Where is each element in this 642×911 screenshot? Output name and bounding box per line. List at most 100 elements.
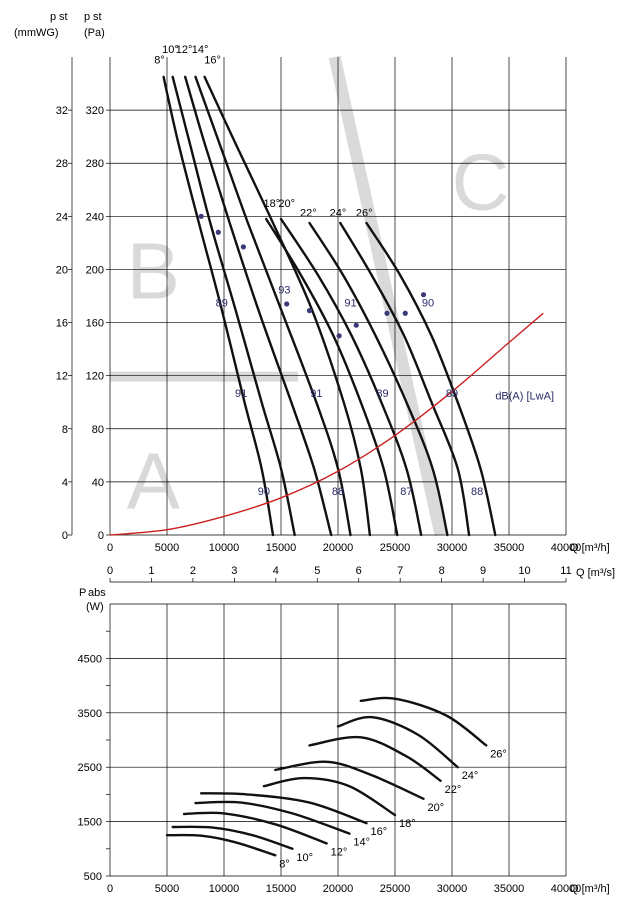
x-tick-label: 5000	[155, 883, 179, 895]
y-tick-label-pa: 280	[86, 158, 104, 170]
secondary-x-tick-label: 2	[190, 565, 196, 577]
x-tick-label: 35000	[494, 883, 525, 895]
blade-angle-label: 22°	[300, 207, 317, 219]
blade-angle-label: 10°	[162, 44, 179, 56]
blade-angle-label: 24°	[330, 207, 347, 219]
y-tick-label-mmwg: 24	[56, 211, 68, 223]
y-axis-symbol-mmwg: p	[50, 11, 56, 23]
secondary-x-tick-label: 0	[107, 565, 113, 577]
y-axis-unit-pa: (Pa)	[84, 27, 105, 39]
fan-curve-22deg	[308, 221, 449, 537]
blade-angle-label: 8°	[154, 55, 165, 67]
y-axis-symbol: P	[79, 587, 86, 599]
x-tick-label: 40000	[551, 542, 582, 554]
power-curve-label: 8°	[279, 858, 290, 870]
top-chart-curves	[109, 75, 544, 537]
y-tick-label-mmwg: 28	[56, 158, 68, 170]
y-axis-unit: (W)	[86, 601, 104, 613]
top-chart-labels: 0 5000 10000 15000 20000 25000 30000 35000 40000…	[14, 11, 615, 579]
x-tick-label: 15000	[266, 883, 297, 895]
x-tick-label: 10000	[209, 542, 240, 554]
blade-angle-label: 12°	[176, 44, 193, 56]
y-tick-label-mmwg: 12	[56, 371, 68, 383]
top-chart-grid	[68, 57, 567, 583]
y-tick-label-mmwg: 0	[62, 530, 68, 542]
y-tick-label-pa: 240	[86, 211, 104, 223]
secondary-x-tick-label: 1	[148, 565, 154, 577]
efficiency-point	[420, 292, 427, 298]
x-axis-label: Q [m³/h]	[570, 883, 610, 895]
x-tick-label: 0	[107, 883, 113, 895]
region-overlay: B A C	[110, 55, 510, 537]
y-tick-label-mmwg: 4	[62, 477, 68, 489]
x-tick-label: 30000	[437, 542, 468, 554]
secondary-x-tick-label: 3	[231, 565, 237, 577]
power-curve-22deg	[308, 735, 442, 782]
efficiency-label: 87	[400, 486, 412, 498]
power-curve-label: 14°	[353, 837, 370, 849]
y-tick-label: 3500	[78, 708, 102, 720]
efficiency-label: 90	[258, 486, 270, 498]
secondary-x-tick-label: 6	[356, 565, 362, 577]
y-tick-label: 1500	[78, 817, 102, 829]
y-tick-label-mmwg: 32	[56, 105, 68, 117]
efficiency-point	[240, 244, 246, 250]
power-curve-label: 16°	[371, 826, 388, 838]
y-tick-label: 4500	[78, 653, 102, 665]
blade-angle-label: 16°	[204, 55, 221, 67]
efficiency-point	[336, 333, 342, 339]
region-label-c: C	[452, 138, 510, 227]
fan-curve-16deg	[203, 75, 372, 537]
x-tick-label: 20000	[323, 883, 354, 895]
power-curve-26deg	[359, 696, 488, 747]
y-axis-unit-mmwg: (mmWG)	[14, 27, 59, 39]
blade-angle-label: 26°	[356, 207, 373, 219]
y-axis-symbol-pa: p	[84, 11, 90, 23]
bottom-chart-labels: 0 5000 10000 15000 20000 25000 30000 35000 40000…	[78, 587, 610, 895]
fan-curve-12deg	[184, 75, 333, 537]
power-curve-24deg	[336, 715, 459, 769]
y-tick-label-pa: 200	[86, 264, 104, 276]
y-axis-sub-mmwg: st	[59, 11, 68, 23]
y-tick-label: 500	[84, 871, 102, 883]
efficiency-label: 89	[216, 298, 228, 310]
noise-curve	[109, 312, 544, 536]
x-tick-label: 25000	[380, 883, 411, 895]
secondary-x-tick-label: 10	[518, 565, 530, 577]
x-tick-label: 5000	[155, 542, 179, 554]
bottom-chart-grid	[106, 603, 567, 877]
x-axis-label-m3h: Q [m³/h]	[570, 542, 610, 554]
power-curve-8deg	[165, 833, 277, 857]
power-curve-label: 22°	[445, 784, 462, 796]
secondary-x-tick-label: 9	[480, 565, 486, 577]
power-curve-20deg	[274, 760, 425, 800]
x-tick-label: 35000	[494, 542, 525, 554]
region-boundary-bc	[328, 55, 447, 537]
y-tick-label-pa: 320	[86, 105, 104, 117]
secondary-x-tick-label: 11	[560, 565, 571, 577]
efficiency-point	[198, 213, 204, 219]
power-curve-label: 26°	[490, 748, 507, 760]
blade-angle-label: 20°	[278, 198, 295, 210]
secondary-x-tick-label: 5	[314, 565, 320, 577]
x-tick-label: 10000	[209, 883, 240, 895]
secondary-x-tick-label: 4	[273, 565, 279, 577]
efficiency-point	[306, 308, 313, 314]
y-tick-label-mmwg: 20	[56, 264, 68, 276]
y-tick-label-mmwg: 8	[62, 424, 68, 436]
fan-curve-14deg	[194, 75, 352, 537]
efficiency-label: 89	[446, 388, 458, 400]
y-tick-label-pa: 40	[92, 477, 104, 489]
y-axis-sub: abs	[88, 587, 106, 599]
power-curve-12deg	[182, 811, 328, 845]
power-curve-10deg	[171, 825, 294, 850]
y-tick-label-mmwg: 16	[56, 318, 68, 330]
efficiency-point	[215, 229, 221, 235]
power-curve-16deg	[200, 792, 368, 825]
x-tick-label: 0	[107, 542, 113, 554]
y-axis-sub-pa: st	[93, 11, 102, 23]
y-tick-label-pa: 120	[86, 371, 104, 383]
efficiency-point	[353, 322, 359, 328]
efficiency-label: 91	[344, 298, 356, 310]
